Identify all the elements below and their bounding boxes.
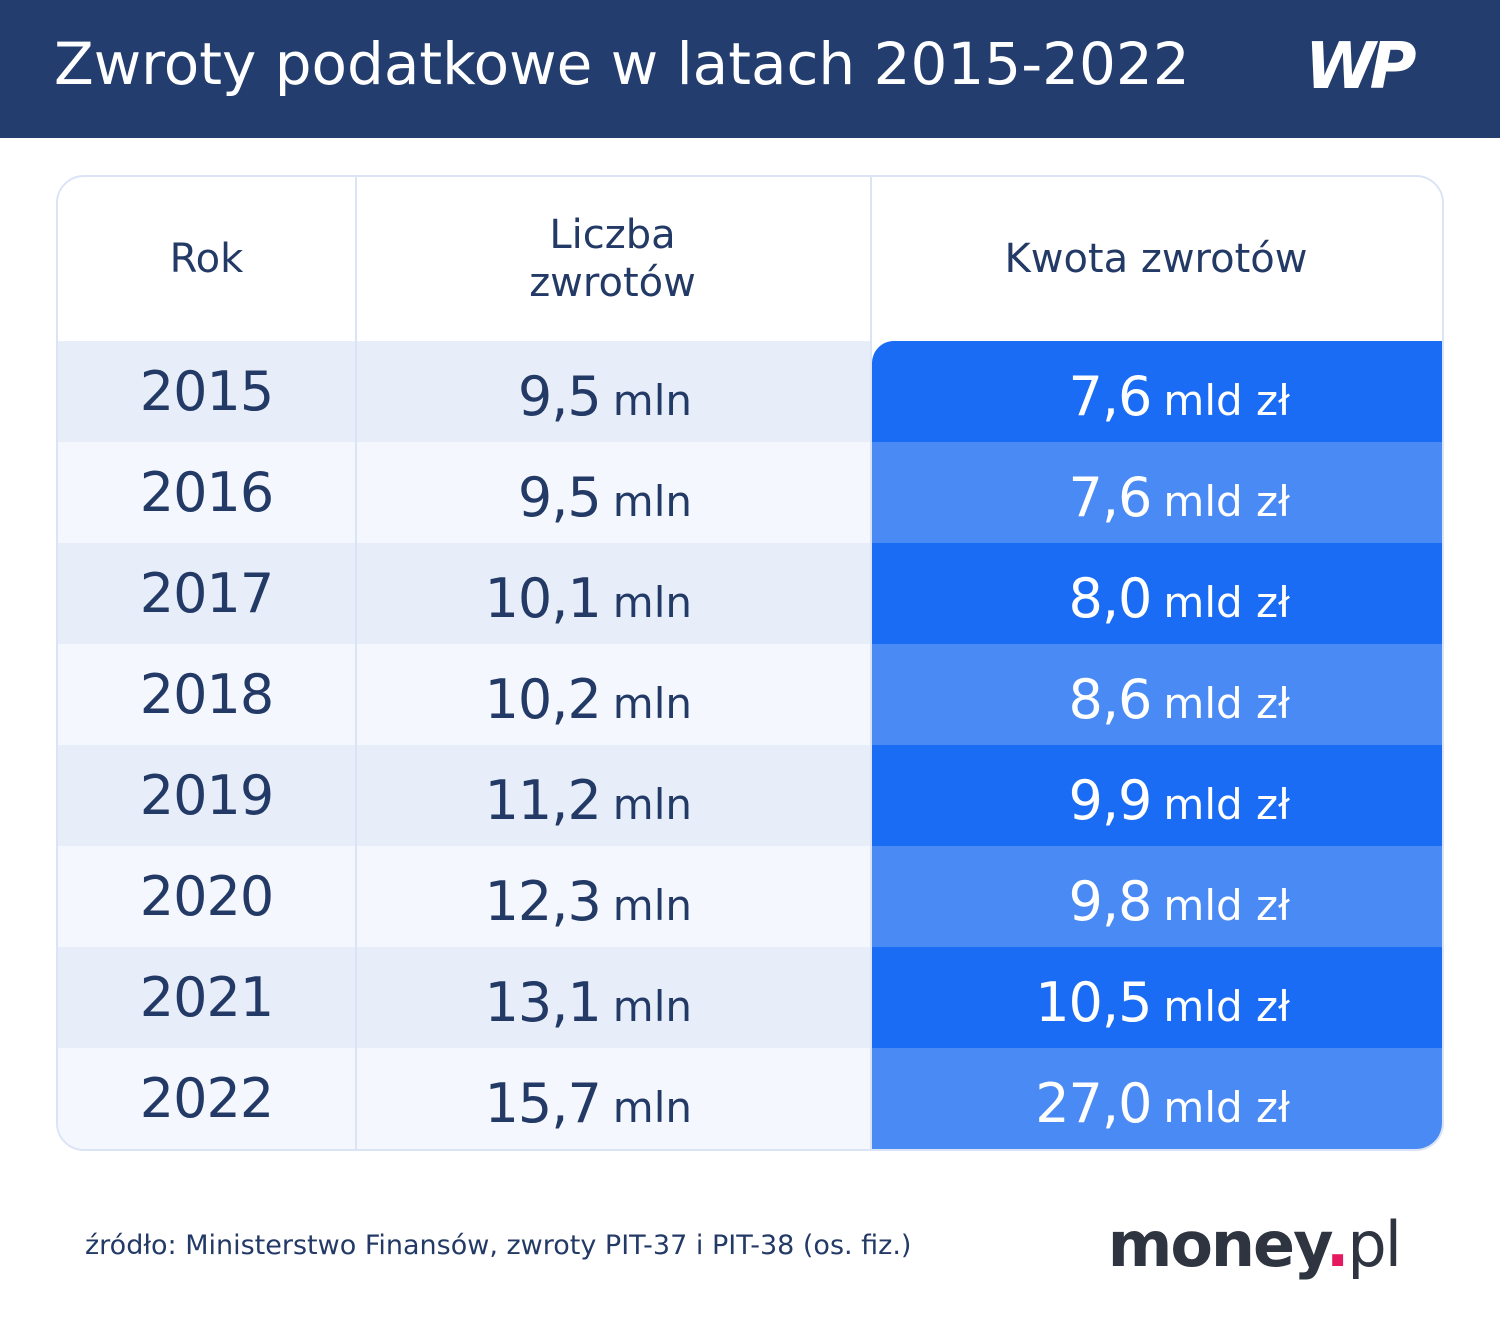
- count-unit: mln: [612, 780, 692, 829]
- count-cell: 11,2 mln: [355, 745, 870, 846]
- year-cell: 2021: [58, 947, 355, 1048]
- amount-cell: 27,0 mld zł: [872, 1048, 1442, 1149]
- count-cell: 15,7 mln: [355, 1048, 870, 1149]
- amount-unit: mld zł: [1163, 982, 1290, 1031]
- divider: [355, 177, 357, 1149]
- brand-dot: .: [1325, 1208, 1350, 1281]
- brand: money.pl: [1107, 1208, 1402, 1281]
- amount-cell: 10,5 mld zł: [872, 947, 1442, 1048]
- count-cell: 9,5 mln: [355, 341, 870, 442]
- brand-name: money: [1107, 1208, 1328, 1281]
- year-cell: 2022: [58, 1048, 355, 1149]
- count-value: 11,2: [484, 769, 602, 832]
- amount-cell: 9,8 mld zł: [872, 846, 1442, 947]
- count-value: 13,1: [484, 971, 602, 1034]
- column-header: Rok: [169, 236, 244, 282]
- count-unit: mln: [612, 376, 692, 425]
- amount-unit: mld zł: [1163, 477, 1290, 526]
- count-unit: mln: [612, 679, 692, 728]
- brand-domain: pl: [1347, 1208, 1402, 1281]
- count-value: 9,5: [517, 365, 602, 428]
- count-value: 9,5: [517, 466, 602, 529]
- amount-cell: 7,6 mld zł: [872, 341, 1442, 442]
- count-cell: 10,2 mln: [355, 644, 870, 745]
- count-value: 10,1: [484, 567, 602, 630]
- amount-unit: mld zł: [1163, 578, 1290, 627]
- year-cell: 2017: [58, 543, 355, 644]
- amount-value: 8,0: [1068, 567, 1153, 630]
- amount-value: 8,6: [1068, 668, 1153, 731]
- amount-value: 7,6: [1068, 365, 1153, 428]
- amount-unit: mld zł: [1163, 376, 1290, 425]
- amount-value: 9,9: [1068, 769, 1153, 832]
- amount-value: 10,5: [1035, 971, 1152, 1034]
- count-value: 12,3: [484, 870, 602, 933]
- count-unit: mln: [612, 1083, 692, 1132]
- amount-unit: mld zł: [1163, 1083, 1290, 1132]
- amount-cell: 8,6 mld zł: [872, 644, 1442, 745]
- amount-value: 7,6: [1068, 466, 1153, 529]
- year-cell: 2020: [58, 846, 355, 947]
- year-cell: 2018: [58, 644, 355, 745]
- count-unit: mln: [612, 578, 692, 627]
- year-cell: 2016: [58, 442, 355, 543]
- source-note: źródło: Ministerstwo Finansów, zwroty PI…: [85, 1230, 912, 1261]
- count-unit: mln: [612, 982, 692, 1031]
- amount-value: 9,8: [1068, 870, 1153, 933]
- count-value: 15,7: [484, 1072, 602, 1135]
- count-cell: 10,1 mln: [355, 543, 870, 644]
- amount-cell: 8,0 mld zł: [872, 543, 1442, 644]
- amount-unit: mld zł: [1163, 881, 1290, 930]
- count-cell: 9,5 mln: [355, 442, 870, 543]
- column-header: Kwota zwrotów: [1004, 236, 1308, 282]
- year-cell: 2015: [58, 341, 355, 442]
- table: Rok Liczba zwrotów Kwota zwrotów 2015 9,5 mln…: [56, 175, 1444, 1151]
- title: Zwroty podatkowe w latach 2015-2022: [54, 30, 1190, 98]
- amount-unit: mld zł: [1163, 780, 1290, 829]
- amount-cell: 9,9 mld zł: [872, 745, 1442, 846]
- count-cell: 13,1 mln: [355, 947, 870, 1048]
- count-unit: mln: [612, 477, 692, 526]
- divider: [870, 177, 872, 1149]
- column-header: Liczba zwrotów: [529, 212, 696, 306]
- count-value: 10,2: [484, 668, 602, 731]
- amount-unit: mld zł: [1163, 679, 1290, 728]
- logo: WP: [1305, 30, 1416, 104]
- count-cell: 12,3 mln: [355, 846, 870, 947]
- year-cell: 2019: [58, 745, 355, 846]
- amount-cell: 7,6 mld zł: [872, 442, 1442, 543]
- header-bar: Zwroty podatkowe w latach 2015-2022 WP: [0, 0, 1500, 138]
- count-unit: mln: [612, 881, 692, 930]
- amount-value: 27,0: [1035, 1072, 1152, 1135]
